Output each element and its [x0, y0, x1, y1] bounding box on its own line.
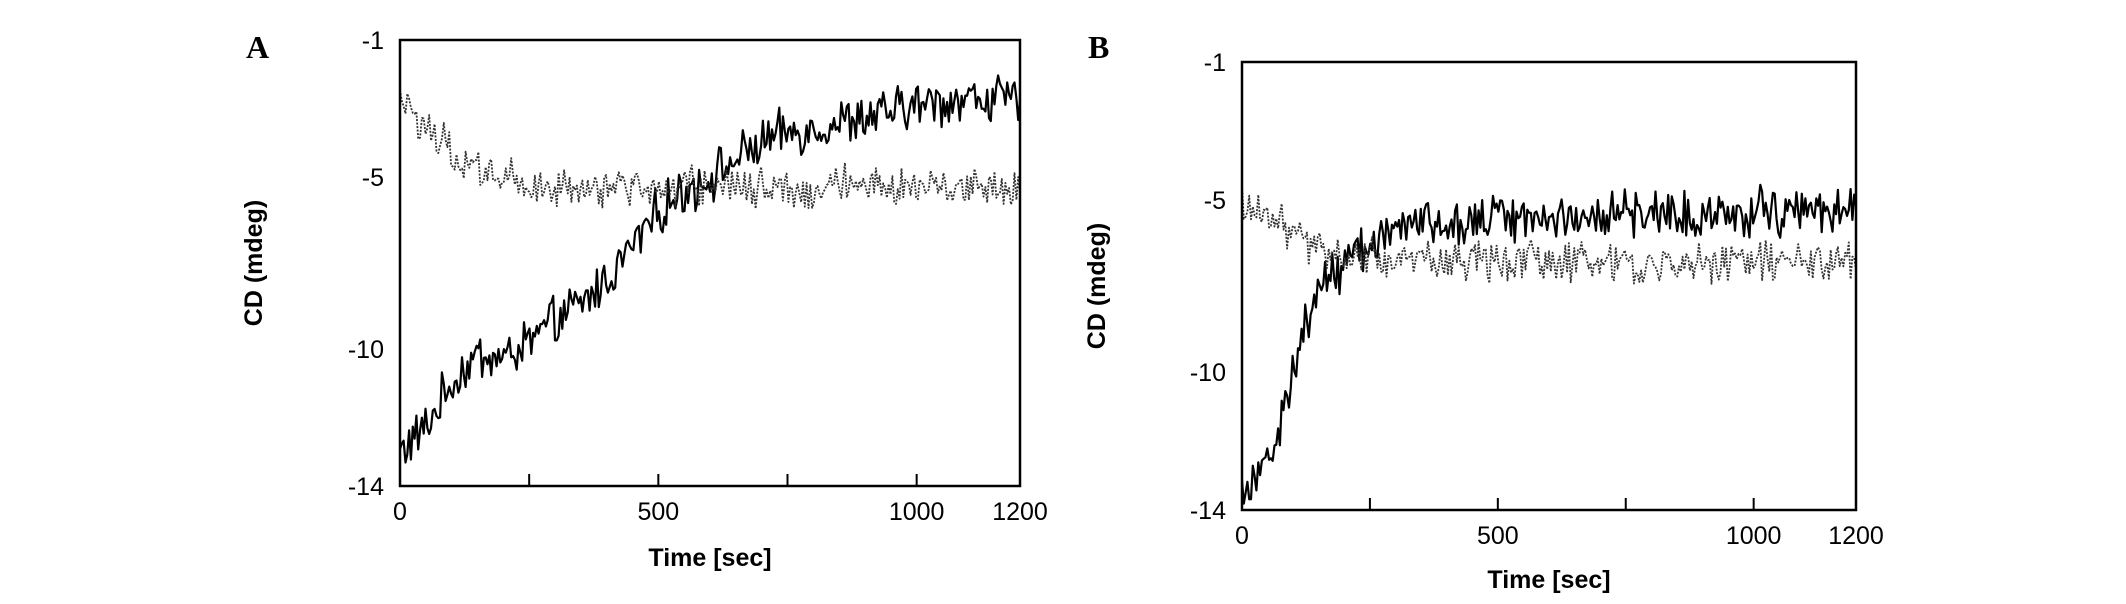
- x-tick-label: 1000: [1726, 522, 1782, 550]
- x-tick-label: 0: [1235, 522, 1249, 550]
- y-tick-label: -14: [348, 473, 384, 501]
- x-tick-label: 1200: [992, 498, 1048, 526]
- y-tick-label: -5: [362, 164, 384, 192]
- x-axis-title: Time [sec]: [648, 544, 771, 572]
- series-line-dotted: [400, 89, 1020, 210]
- y-tick-label: -10: [1190, 359, 1226, 387]
- series-line-dotted: [1242, 185, 1856, 285]
- panel-a: A 0 500 1000 1200 -1 -5 -10 -14 Time [sec] CD (mde…: [240, 27, 1048, 572]
- y-tick-label: -5: [1204, 187, 1226, 215]
- series-line-solid: [1242, 183, 1856, 505]
- y-axis-title: CD (mdeg): [240, 200, 268, 326]
- x-tick-label: 0: [393, 498, 407, 526]
- panel-label: B: [1088, 29, 1109, 65]
- panel-label: A: [246, 29, 269, 65]
- x-tick-label: 500: [637, 498, 679, 526]
- plot-frame: [398, 38, 1022, 488]
- x-tick-label: 500: [1477, 522, 1519, 550]
- y-tick-label: -10: [348, 336, 384, 364]
- x-axis-title: Time [sec]: [1487, 566, 1610, 594]
- panel-b: B 0 500 1000 1200 -1 -5 -10 -14 Time [sec] CD (mde…: [1083, 29, 1884, 594]
- series-line-solid: [400, 74, 1020, 464]
- series-group: [1242, 183, 1856, 505]
- y-tick-label: -1: [362, 27, 384, 55]
- x-tick-label: 1000: [889, 498, 945, 526]
- y-axis-title: CD (mdeg): [1083, 223, 1111, 349]
- x-tick-label: 1200: [1828, 522, 1884, 550]
- series-group: [400, 74, 1020, 464]
- plot-frame: [1240, 60, 1858, 512]
- y-tick-label: -14: [1190, 497, 1226, 525]
- y-tick-label: -1: [1204, 49, 1226, 77]
